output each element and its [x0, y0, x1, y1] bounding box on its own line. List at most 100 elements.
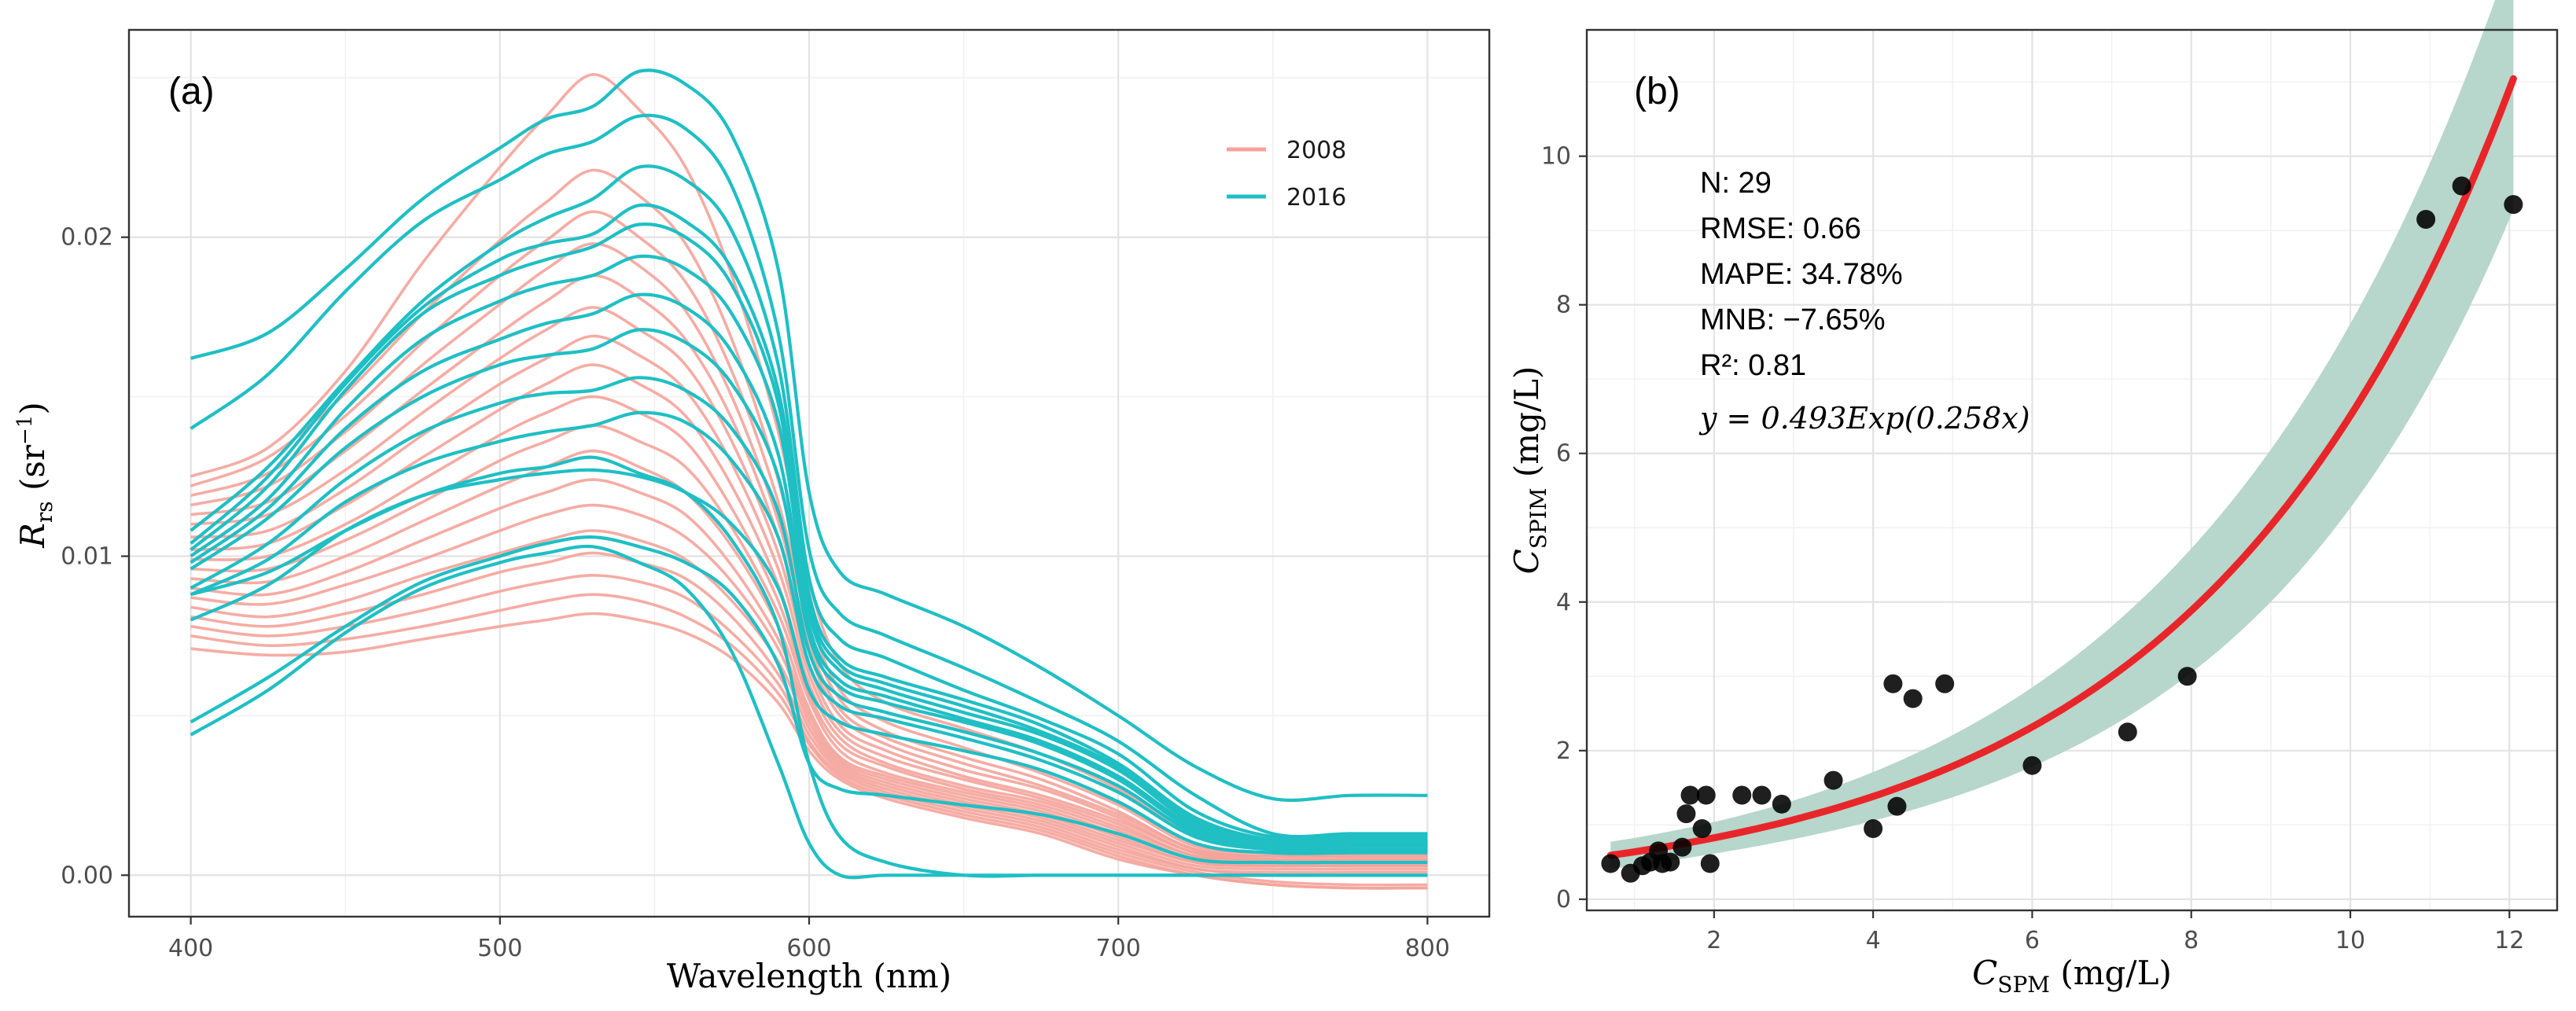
series-line-2016 — [190, 410, 1428, 853]
x-tick-label: 12 — [2494, 927, 2524, 954]
series-line-2008 — [190, 503, 1428, 871]
stat-r2: R²: 0.81 — [1700, 349, 1806, 382]
data-point — [1903, 689, 1923, 708]
y-title-subscript: rs — [31, 501, 57, 523]
y-title-unit-superscript: −1 — [13, 415, 37, 445]
y-title-main: R — [13, 523, 52, 549]
series-line-2008 — [190, 306, 1428, 862]
panel-a-series-lines — [190, 68, 1428, 890]
data-point — [1772, 794, 1791, 814]
stats-box: N: 29 RMSE: 0.66 MAPE: 34.78% MNB: −7.65… — [1698, 167, 2030, 436]
data-point — [1864, 819, 1883, 839]
y-tick-label: 6 — [1556, 440, 1571, 468]
panel-b-label: (b) — [1634, 71, 1680, 112]
series-line-2016 — [190, 292, 1428, 850]
y-tick-label: 4 — [1556, 589, 1571, 616]
x-tick-label: 6 — [2025, 927, 2040, 954]
series-line-2016 — [190, 328, 1428, 850]
series-line-2016 — [190, 254, 1428, 847]
stat-equation: y = 0.493Exp(0.258x) — [1698, 401, 2030, 436]
panel-b-plot-border — [1585, 28, 2559, 912]
legend-2016-label: 2016 — [1286, 184, 1346, 211]
series-line-2016 — [190, 164, 1428, 841]
series-line-2016 — [190, 376, 1428, 853]
series-line-2016 — [190, 203, 1428, 844]
series-line-2016 — [190, 68, 1428, 803]
data-point — [2177, 667, 2197, 686]
panel-b-points — [1601, 176, 2523, 883]
data-point — [2022, 755, 2042, 775]
x-tick-label: 4 — [1866, 927, 1881, 954]
data-point — [2416, 210, 2436, 230]
y-tick-label: 0.02 — [61, 224, 113, 252]
y-title-unit-close: ) — [13, 402, 52, 414]
data-point — [1700, 854, 1720, 873]
x-tick-label: 400 — [168, 935, 213, 962]
y-title-b-main: C — [1507, 549, 1546, 574]
data-point — [1732, 785, 1752, 805]
y-tick-label: 0 — [1556, 886, 1571, 914]
data-point — [1752, 785, 1772, 805]
series-line-2008 — [190, 573, 1428, 887]
x-tick-label: 10 — [2335, 927, 2365, 954]
panel-a-legend: 2008 2016 — [1227, 137, 1346, 211]
series-line-2016 — [190, 535, 1428, 865]
stat-mnb: MNB: −7.65% — [1700, 303, 1886, 336]
data-point — [1883, 674, 1903, 693]
panel-b-scatter-chart: 2 4 6 8 10 12 0 2 4 6 8 10 (b) N: 29 RMSE: 0.66 MA… — [1507, 0, 2559, 998]
panel-a-y-axis-title: Rrs (sr−1) — [13, 402, 57, 548]
panel-b-y-axis-ticks: 0 2 4 6 8 10 — [1541, 143, 1587, 914]
data-point — [2118, 722, 2137, 742]
data-point — [1661, 852, 1680, 872]
y-tick-label: 8 — [1556, 292, 1571, 319]
panel-b-y-axis-title: CSPIM (mg/L) — [1507, 366, 1551, 575]
data-point — [1680, 785, 1700, 805]
data-point — [1887, 796, 1907, 816]
confidence-band — [1610, 0, 2514, 869]
panel-b-x-axis-title: CSPM (mg/L) — [1972, 954, 2172, 998]
data-point — [1601, 854, 1621, 873]
legend-2008-label: 2008 — [1286, 137, 1346, 164]
data-point — [1692, 819, 1712, 839]
x-title-unit: (mg/L) — [2050, 954, 2172, 992]
y-title-b-subscript: SPIM — [1525, 487, 1551, 549]
panel-b-x-axis-ticks: 2 4 6 8 10 12 — [1706, 910, 2524, 954]
data-point — [2452, 176, 2471, 196]
panel-b-plot-background — [1587, 30, 2557, 910]
fit-curve — [1606, 75, 2517, 859]
data-point — [1823, 770, 1843, 790]
y-tick-label: 10 — [1541, 143, 1571, 171]
x-title-main: C — [1972, 954, 1997, 992]
series-line-2016 — [190, 455, 1428, 878]
data-point — [1696, 785, 1716, 805]
panel-a-x-axis-ticks: 400 500 600 700 800 — [168, 917, 1450, 962]
data-point — [1935, 674, 1955, 693]
series-line-2016 — [190, 222, 1428, 847]
x-title-subscript: SPM — [1997, 972, 2050, 998]
y-title-unit-open: (sr — [13, 444, 52, 501]
y-tick-label: 0.01 — [61, 542, 113, 570]
y-tick-label: 2 — [1556, 737, 1571, 765]
panel-a-y-axis-ticks: 0.00 0.01 0.02 — [61, 224, 129, 889]
x-tick-label: 2 — [1706, 927, 1721, 954]
x-tick-label: 500 — [477, 935, 522, 962]
data-point — [1676, 804, 1696, 824]
y-tick-label: 0.00 — [61, 862, 113, 889]
x-tick-label: 700 — [1096, 935, 1141, 962]
series-line-2008 — [190, 242, 1428, 858]
panel-a-label: (a) — [168, 71, 215, 112]
stat-rmse: RMSE: 0.66 — [1700, 212, 1861, 245]
series-line-2016 — [190, 113, 1428, 839]
series-line-2008 — [190, 612, 1428, 890]
data-point — [1673, 837, 1692, 857]
panel-a-spectra-chart: 400 500 600 700 800 0.00 0.01 0.02 (a) 2008 20… — [13, 28, 1491, 995]
x-tick-label: 800 — [1405, 935, 1450, 962]
panel-a-x-axis-title: Wavelength (nm) — [667, 957, 951, 995]
y-title-b-unit: (mg/L) — [1507, 366, 1546, 488]
stat-n: N: 29 — [1700, 167, 1772, 200]
data-point — [2504, 195, 2523, 215]
x-tick-label: 8 — [2184, 927, 2199, 954]
stat-mape: MAPE: 34.78% — [1700, 258, 1903, 291]
x-tick-label: 600 — [786, 935, 831, 962]
